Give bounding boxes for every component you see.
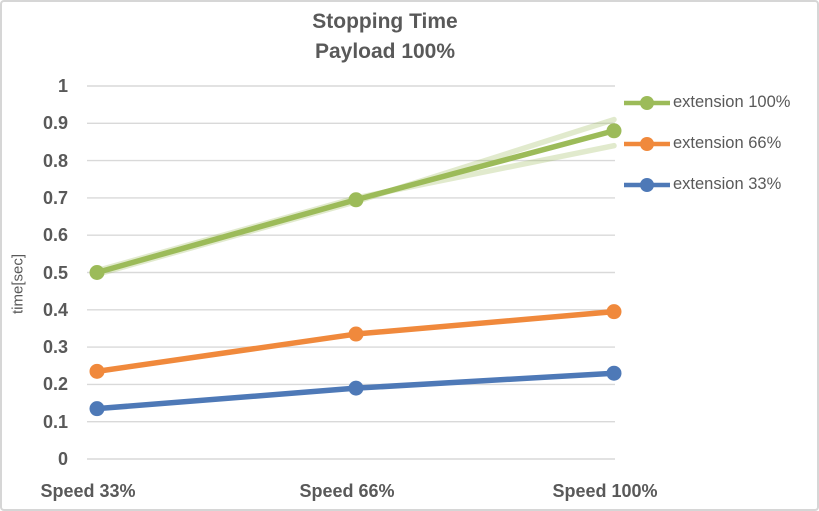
y-tick-label: 0.6 [42, 225, 68, 246]
series-marker [89, 401, 105, 417]
y-tick-label: 0.1 [42, 411, 68, 432]
chart-title: Stopping Time Payload 100% [2, 7, 768, 67]
legend: extension 100% extension 66% extension 33% [624, 82, 790, 205]
series-marker [606, 123, 622, 139]
series-marker [348, 192, 364, 208]
legend-label: extension 100% [673, 93, 791, 111]
series-marker [606, 365, 622, 381]
y-tick-label: 0.3 [42, 337, 68, 358]
legend-label: extension 66% [673, 134, 782, 152]
legend-label: extension 33% [673, 175, 782, 193]
legend-item: extension 100% [624, 82, 790, 123]
series-marker [348, 380, 364, 396]
y-tick-label: 0 [57, 449, 68, 469]
y-tick-label: 0.2 [42, 374, 68, 395]
legend-item: extension 33% [624, 164, 790, 205]
y-tick-label: 0.5 [42, 262, 68, 283]
series-marker [348, 326, 364, 342]
chart-title-line2: Payload 100% [314, 40, 456, 63]
legend-marker-icon [624, 95, 670, 110]
legend-marker-icon [624, 177, 670, 192]
y-tick-label: 1 [57, 76, 68, 96]
series-marker [89, 265, 105, 280]
y-tick-label: 0.9 [42, 113, 68, 134]
legend-item: extension 66% [624, 123, 790, 164]
x-category-label: Speed 66% [299, 481, 395, 501]
series-marker [89, 363, 105, 379]
y-tick-label: 0.4 [42, 299, 68, 320]
x-category-label: Speed 100% [552, 481, 658, 501]
y-tick-label: 0.8 [42, 150, 68, 171]
legend-marker-icon [624, 136, 670, 151]
series-marker [606, 304, 622, 320]
y-tick-label: 0.7 [42, 187, 68, 208]
x-category-label: Speed 33% [40, 481, 136, 501]
chart-title-line1: Stopping Time [312, 10, 458, 33]
